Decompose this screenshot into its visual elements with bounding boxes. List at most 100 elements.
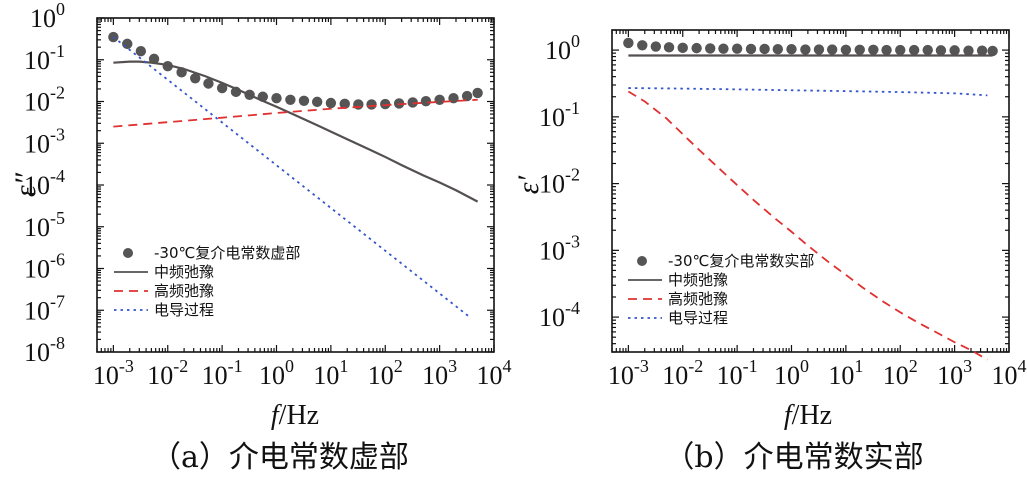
series-measured-point [881, 44, 892, 56]
legend-marker [123, 248, 133, 258]
series-measured-point [380, 98, 391, 110]
series-conduction-line [112, 36, 470, 318]
series-measured-point [420, 95, 432, 107]
series-measured-point [325, 97, 337, 109]
y-tick-label: 10-3 [24, 124, 65, 158]
x-tick-label: 10-3 [93, 356, 134, 390]
x-tick-label: 10-3 [608, 356, 649, 390]
y-tick-label: 10-4 [24, 166, 65, 200]
series-measured-point [339, 98, 350, 110]
legend-marker [637, 256, 647, 266]
x-tick-label: 104 [992, 356, 1027, 390]
x-tick-label: 101 [313, 356, 348, 390]
x-tick-label: 102 [883, 356, 918, 390]
series-conduction-line [628, 87, 988, 97]
y-tick-label: 10-2 [24, 83, 65, 117]
y-axis-label: ε′ [512, 175, 545, 194]
series-high-freq-line [113, 98, 478, 128]
series-measured-point [353, 99, 364, 110]
series-measured-point [935, 45, 947, 56]
series-measured-point [759, 43, 770, 55]
series-measured-point [800, 44, 811, 55]
y-tick-exponent: -2 [50, 83, 65, 103]
y-tick-exponent: -2 [565, 165, 580, 185]
panel-caption: （a）介电常数虚部 [151, 440, 409, 475]
series-measured-point [786, 44, 797, 55]
series-measured-point [148, 53, 160, 65]
series-measured-point [987, 45, 998, 57]
x-tick-exponent: 4 [1018, 356, 1027, 376]
y-tick-exponent: -3 [565, 231, 580, 251]
series-measured-point [434, 94, 445, 105]
x-tick-label: 100 [774, 356, 809, 390]
x-axis-label: f/Hz [784, 400, 832, 431]
y-tick-label: 10-3 [539, 231, 580, 265]
y-axis-label: ε″ [9, 172, 42, 197]
x-tick-label: 100 [259, 356, 294, 390]
x-axis-label: f/Hz [271, 400, 319, 431]
y-tick-exponent: -3 [50, 124, 65, 144]
series-mid-freq-line [113, 60, 479, 203]
legend-label: 中频弛豫 [154, 263, 214, 281]
x-tick-exponent: 3 [448, 356, 457, 376]
x-tick-exponent: -2 [688, 356, 703, 376]
series-measured-point [311, 96, 323, 108]
x-tick-label: 103 [422, 356, 457, 390]
series-measured-point [895, 44, 906, 56]
y-tick-label: 100 [30, 0, 65, 33]
x-tick-exponent: -1 [228, 356, 243, 376]
series-measured-point [623, 37, 634, 49]
series-measured-point [135, 46, 147, 57]
series-measured-point [705, 43, 716, 54]
x-tick-label: 10-1 [717, 356, 758, 390]
series-measured-point [772, 44, 784, 55]
x-tick-exponent: -3 [119, 356, 134, 376]
series-measured-point [190, 73, 201, 84]
series-measured-point [691, 42, 702, 54]
y-tick-exponent: 0 [56, 0, 65, 19]
y-tick-exponent: -8 [50, 333, 65, 353]
x-tick-label: 10-1 [202, 356, 243, 390]
series-high-freq-line [627, 90, 988, 361]
x-tick-exponent: -2 [173, 356, 188, 376]
y-tick-exponent: -1 [50, 41, 65, 61]
y-tick-exponent: -1 [565, 98, 580, 118]
legend-label: 高频弛豫 [668, 290, 728, 308]
chart-panel-b: 10-3 10-2 10-1 100 101 102 103 10410-410-310-21… [512, 29, 1027, 475]
y-tick-label: 10-4 [539, 298, 580, 332]
series-measured-point [108, 31, 119, 43]
series-measured-point [908, 44, 920, 56]
series-measured-point [216, 82, 228, 94]
y-tick-exponent: -6 [50, 250, 65, 270]
series-measured-point [677, 42, 688, 54]
series-measured-point [718, 43, 729, 54]
y-tick-exponent: -5 [50, 208, 65, 228]
x-tick-exponent: -1 [743, 356, 758, 376]
y-tick-label: 10-2 [539, 165, 580, 199]
y-tick-exponent: -7 [50, 291, 65, 311]
series-measured-point [298, 95, 310, 106]
y-tick-label: 10-8 [24, 333, 65, 367]
legend-label: 中频弛豫 [668, 271, 728, 289]
series-measured-point [731, 43, 743, 54]
x-tick-label: 103 [937, 356, 972, 390]
series-measured-point [285, 94, 296, 105]
series-measured-point [472, 87, 483, 99]
y-tick-exponent: -4 [565, 298, 580, 318]
y-tick-label: 10-1 [24, 41, 65, 75]
y-tick-label: 10-5 [24, 208, 65, 242]
series-measured-point [407, 97, 418, 108]
series-measured-point [461, 90, 473, 102]
x-tick-exponent: 4 [503, 356, 512, 376]
x-tick-exponent: 2 [909, 356, 918, 376]
series-measured-point [840, 44, 852, 56]
y-tick-label: 10-1 [539, 98, 580, 132]
x-tick-label: 104 [477, 356, 512, 390]
series-measured-point [745, 43, 757, 55]
series-measured-point [637, 40, 648, 51]
x-tick-label: 101 [828, 356, 863, 390]
series-measured-point [922, 44, 933, 56]
chart-panel-a: 10-3 10-2 10-1 100 101 102 103 10410-810-710-61… [9, 0, 512, 475]
y-tick-label: 10-6 [24, 250, 65, 284]
series-measured-point [813, 44, 825, 55]
